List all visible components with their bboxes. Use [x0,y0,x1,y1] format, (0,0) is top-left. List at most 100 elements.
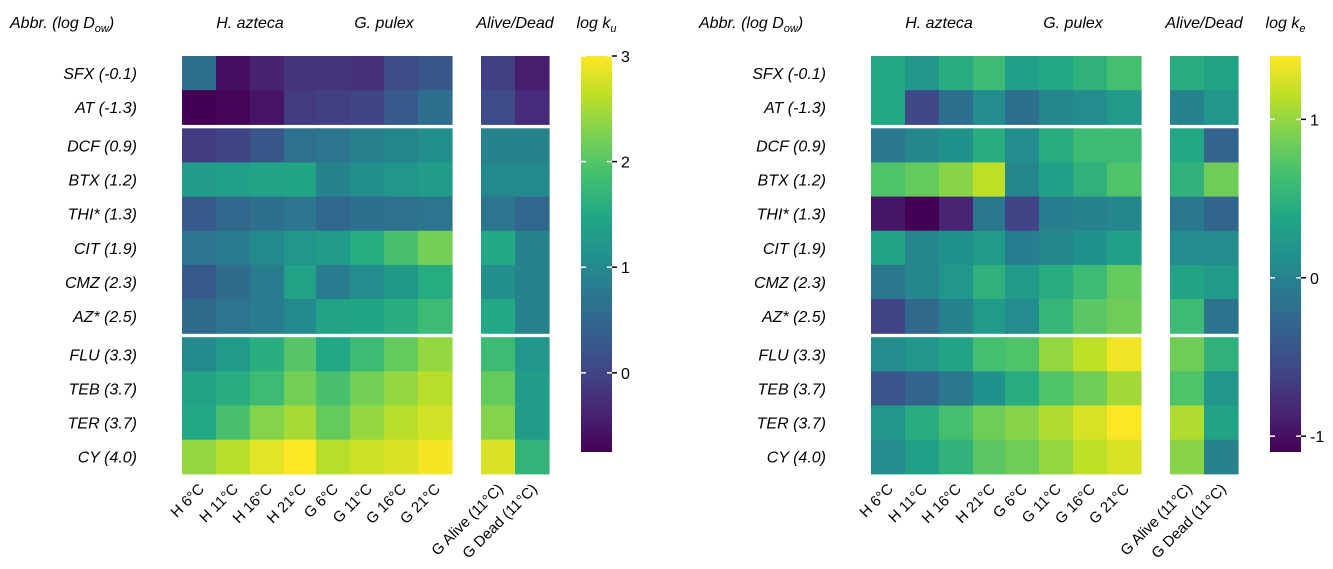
heatmap-cell [1107,439,1142,475]
heatmap-cell [1039,264,1074,300]
heatmap-cell [1107,90,1142,125]
heatmap-cell [871,337,906,372]
heatmap-cell [350,439,385,475]
heatmap-cell [316,439,351,475]
colorbar-tick-label: 2 [621,155,630,172]
heatmap-cell [905,337,940,372]
heatmap-cell [1005,196,1040,232]
heatmap-cell [871,56,906,91]
heatmap-cell [481,405,516,441]
heatmap-cell [316,230,351,266]
heatmap-cell [1170,230,1205,266]
heatmap-cell [284,264,319,300]
heatmap-cell [515,128,550,164]
heatmap-cell [973,299,1008,334]
heatmap-cell [316,90,351,125]
row-label: BTX (1.2) [69,173,137,190]
heatmap-cell [871,371,906,407]
heatmap-cell [316,337,351,372]
heatmap-cell [284,230,319,266]
heatmap-cell [905,230,940,266]
heatmap-cell [973,128,1008,164]
abbr-header-close: ) [796,15,803,32]
heatmap-cell [1204,196,1239,232]
heatmap-cell [1073,405,1108,441]
heatmap-cell [216,439,251,475]
heatmap-cell [418,439,453,475]
heatmap-cell [1107,230,1142,266]
heatmap-cell [1170,439,1205,475]
heatmap-cell [418,90,453,125]
heatmap-cell [216,230,251,266]
heatmap-cell [871,162,906,198]
heatmap-cell [1107,128,1142,164]
heatmap-cell [182,128,217,164]
panel-2: Abbr. (log Dow) H. azteca G. pulex Alive/De… [698,15,1324,562]
heatmap-cell [1204,264,1239,300]
heatmap-cell [1170,371,1205,407]
heatmap-cell [384,196,419,232]
heatmap-cell [250,371,285,407]
row-label: AT (-1.3) [74,100,137,117]
heatmap-cell [1005,439,1040,475]
group-title-1: H. azteca [216,15,284,32]
heatmap-cell [250,196,285,232]
heatmap-cell [284,56,319,91]
group-title-1: H. azteca [905,15,973,32]
heatmap-cell [1073,299,1108,334]
heatmap-cell [1073,196,1108,232]
heatmap-cell [905,371,940,407]
abbr-header-sub: ow [784,23,799,35]
group-title-3: Alive/Dead [1164,15,1243,32]
heatmap-cell [250,56,285,91]
heatmap-cell [350,264,385,300]
heatmap-cell [350,230,385,266]
heatmap-cell [515,337,550,372]
heatmap-cell [250,439,285,475]
heatmap-cell [939,162,974,198]
heatmap-cell [384,439,419,475]
colorbar-tick-label: 0 [621,366,630,383]
heatmap-cell [1005,90,1040,125]
heatmap-cell [316,405,351,441]
heatmap-cell [1039,128,1074,164]
heatmap-cell [905,264,940,300]
heatmap-cell [284,405,319,441]
heatmap-cell [1005,299,1040,334]
heatmap-cell [350,128,385,164]
heatmap-cell [384,90,419,125]
heatmap-cell [418,371,453,407]
heatmap-cell [418,299,453,334]
colorbar-label-text: log k [577,15,612,32]
heatmap-cell [350,162,385,198]
heatmap-cell [216,128,251,164]
heatmap-cell [1107,337,1142,372]
heatmap-cell [1107,162,1142,198]
heatmap-cell [481,90,516,125]
heatmap-cell [1039,230,1074,266]
heatmap-cell [1170,90,1205,125]
heatmap-cell [939,337,974,372]
colorbar-tick-label: 3 [621,49,630,66]
heatmap-cell [1073,162,1108,198]
heatmap-cell [316,299,351,334]
heatmap-cell [871,230,906,266]
heatmap-cell [182,299,217,334]
heatmap-cell [481,439,516,475]
heatmap-cell [1204,337,1239,372]
heatmap-cell [1039,337,1074,372]
heatmap-cell [481,371,516,407]
heatmap-cell [284,162,319,198]
heatmap-cell [973,337,1008,372]
heatmap-cell [973,90,1008,125]
group-title-3: Alive/Dead [475,15,554,32]
heatmap-cell [216,196,251,232]
heatmap-cell [384,299,419,334]
heatmap-cell [182,439,217,475]
heatmap-cell [1107,196,1142,232]
heatmap-cell [1005,128,1040,164]
heatmap-cell [1107,405,1142,441]
heatmap-cell [216,56,251,91]
heatmap-cell [1005,337,1040,372]
